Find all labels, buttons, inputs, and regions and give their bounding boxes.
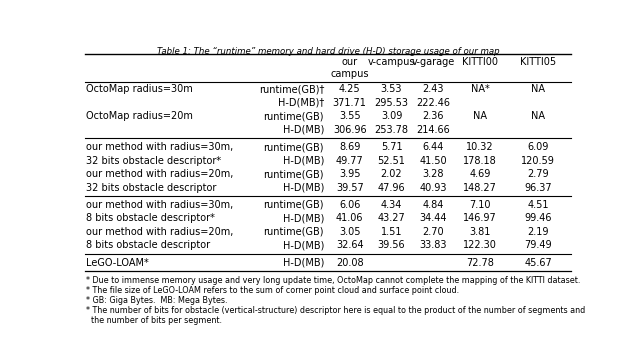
Text: 2.36: 2.36 [422,111,444,121]
Text: runtime(GB): runtime(GB) [264,200,324,210]
Text: H-D(MB): H-D(MB) [283,125,324,135]
Text: H-D(MB): H-D(MB) [283,258,324,268]
Text: runtime(GB): runtime(GB) [264,111,324,121]
Text: 146.97: 146.97 [463,214,497,223]
Text: Table 1: The “runtime” memory and hard drive (H-D) storage usage of our map: Table 1: The “runtime” memory and hard d… [157,47,499,56]
Text: v-garage: v-garage [412,57,455,67]
Text: v-campus: v-campus [368,57,415,67]
Text: our method with radius=30m,: our method with radius=30m, [86,142,234,152]
Text: 2.19: 2.19 [527,227,548,237]
Text: our method with radius=30m,: our method with radius=30m, [86,200,234,210]
Text: 4.84: 4.84 [422,200,444,210]
Text: 3.09: 3.09 [381,111,402,121]
Text: * GB: Giga Bytes.  MB: Mega Bytes.: * GB: Giga Bytes. MB: Mega Bytes. [86,296,228,304]
Text: 2.02: 2.02 [381,169,403,179]
Text: 148.27: 148.27 [463,182,497,193]
Text: our
campus: our campus [330,57,369,79]
Text: 4.34: 4.34 [381,200,402,210]
Text: 47.96: 47.96 [378,182,405,193]
Text: 20.08: 20.08 [336,258,364,268]
Text: NA: NA [473,111,487,121]
Text: runtime(GB): runtime(GB) [264,169,324,179]
Text: H-D(MB)†: H-D(MB)† [278,98,324,108]
Text: 99.46: 99.46 [524,214,552,223]
Text: 2.70: 2.70 [422,227,444,237]
Text: our method with radius=20m,: our method with radius=20m, [86,227,234,237]
Text: 4.51: 4.51 [527,200,548,210]
Text: our method with radius=20m,: our method with radius=20m, [86,169,234,179]
Text: 3.95: 3.95 [339,169,360,179]
Text: NA*: NA* [470,84,489,94]
Text: 3.53: 3.53 [381,84,403,94]
Text: 72.78: 72.78 [466,258,494,268]
Text: 253.78: 253.78 [374,125,408,135]
Text: 41.50: 41.50 [420,156,447,166]
Text: 4.25: 4.25 [339,84,360,94]
Text: the number of bits per segment.: the number of bits per segment. [86,316,222,325]
Text: 8.69: 8.69 [339,142,360,152]
Text: NA: NA [531,111,545,121]
Text: H-D(MB): H-D(MB) [283,156,324,166]
Text: OctoMap radius=20m: OctoMap radius=20m [86,111,193,121]
Text: 32 bits obstacle descriptor*: 32 bits obstacle descriptor* [86,156,221,166]
Text: 7.10: 7.10 [469,200,491,210]
Text: 3.28: 3.28 [422,169,444,179]
Text: OctoMap radius=30m: OctoMap radius=30m [86,84,193,94]
Text: 4.69: 4.69 [469,169,491,179]
Text: 5.71: 5.71 [381,142,403,152]
Text: H-D(MB): H-D(MB) [283,214,324,223]
Text: 49.77: 49.77 [336,156,364,166]
Text: * The number of bits for obstacle (vertical-structure) descriptor here is equal : * The number of bits for obstacle (verti… [86,306,586,315]
Text: 3.81: 3.81 [469,227,491,237]
Text: 8 bits obstacle descriptor: 8 bits obstacle descriptor [86,240,211,251]
Text: H-D(MB): H-D(MB) [283,182,324,193]
Text: KITTI00: KITTI00 [462,57,498,67]
Text: * The file size of LeGO-LOAM refers to the sum of corner point cloud and surface: * The file size of LeGO-LOAM refers to t… [86,286,460,295]
Text: 2.79: 2.79 [527,169,549,179]
Text: 32 bits obstacle descriptor: 32 bits obstacle descriptor [86,182,216,193]
Text: 3.05: 3.05 [339,227,360,237]
Text: 214.66: 214.66 [417,125,451,135]
Text: 120.59: 120.59 [521,156,555,166]
Text: 41.06: 41.06 [336,214,364,223]
Text: 45.67: 45.67 [524,258,552,268]
Text: 3.55: 3.55 [339,111,360,121]
Text: 178.18: 178.18 [463,156,497,166]
Text: * Due to immense memory usage and very long update time, OctoMap cannot complete: * Due to immense memory usage and very l… [86,275,580,285]
Text: 6.09: 6.09 [527,142,548,152]
Text: 34.44: 34.44 [420,214,447,223]
Text: KITTI05: KITTI05 [520,57,556,67]
Text: 6.06: 6.06 [339,200,360,210]
Text: 79.49: 79.49 [524,240,552,251]
Text: 40.93: 40.93 [420,182,447,193]
Text: runtime(GB)†: runtime(GB)† [259,84,324,94]
Text: H-D(MB): H-D(MB) [283,240,324,251]
Text: 96.37: 96.37 [524,182,552,193]
Text: runtime(GB): runtime(GB) [264,227,324,237]
Text: 2.43: 2.43 [422,84,444,94]
Text: 222.46: 222.46 [417,98,451,108]
Text: 122.30: 122.30 [463,240,497,251]
Text: 306.96: 306.96 [333,125,367,135]
Text: 52.51: 52.51 [378,156,406,166]
Text: 39.56: 39.56 [378,240,405,251]
Text: 10.32: 10.32 [466,142,493,152]
Text: LeGO-LOAM*: LeGO-LOAM* [86,258,149,268]
Text: 295.53: 295.53 [374,98,408,108]
Text: 39.57: 39.57 [336,182,364,193]
Text: 1.51: 1.51 [381,227,403,237]
Text: 32.64: 32.64 [336,240,364,251]
Text: 6.44: 6.44 [422,142,444,152]
Text: 43.27: 43.27 [378,214,405,223]
Text: 8 bits obstacle descriptor*: 8 bits obstacle descriptor* [86,214,215,223]
Text: 371.71: 371.71 [333,98,367,108]
Text: runtime(GB): runtime(GB) [264,142,324,152]
Text: 33.83: 33.83 [420,240,447,251]
Text: NA: NA [531,84,545,94]
